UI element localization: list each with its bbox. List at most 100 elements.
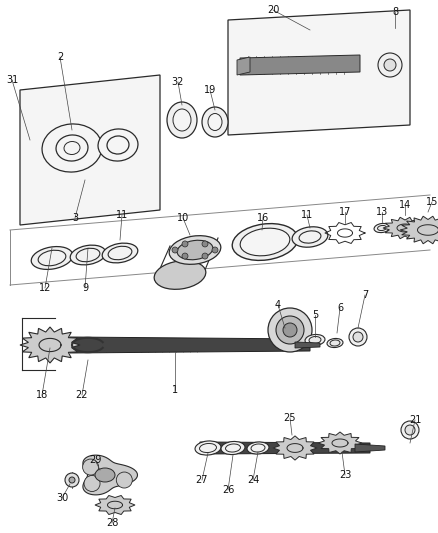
Ellipse shape (98, 129, 138, 161)
Text: 8: 8 (392, 7, 398, 17)
Circle shape (202, 253, 208, 259)
Text: 3: 3 (72, 213, 78, 223)
Text: 1: 1 (172, 385, 178, 395)
Ellipse shape (173, 109, 191, 131)
Text: 26: 26 (222, 485, 234, 495)
Text: 19: 19 (204, 85, 216, 95)
Ellipse shape (327, 338, 343, 348)
Polygon shape (383, 217, 427, 239)
Ellipse shape (177, 240, 213, 260)
Circle shape (405, 425, 415, 435)
Ellipse shape (31, 247, 73, 269)
Text: 11: 11 (116, 210, 128, 220)
Circle shape (83, 459, 99, 475)
Circle shape (401, 421, 419, 439)
Circle shape (202, 241, 208, 247)
Ellipse shape (232, 223, 298, 261)
Ellipse shape (169, 236, 221, 264)
Text: 14: 14 (399, 200, 411, 210)
Circle shape (172, 247, 178, 253)
Ellipse shape (378, 225, 386, 231)
Circle shape (117, 472, 132, 488)
Polygon shape (318, 432, 362, 454)
Polygon shape (70, 337, 310, 353)
Circle shape (69, 477, 75, 483)
Polygon shape (240, 55, 360, 75)
Ellipse shape (195, 441, 221, 455)
Polygon shape (273, 436, 317, 460)
Polygon shape (20, 75, 160, 225)
Ellipse shape (226, 444, 240, 452)
Text: 20: 20 (267, 5, 279, 15)
Polygon shape (355, 444, 385, 452)
Text: 18: 18 (36, 390, 48, 400)
Text: 30: 30 (56, 493, 68, 503)
Text: 12: 12 (39, 283, 51, 293)
Ellipse shape (208, 114, 222, 131)
Text: 17: 17 (339, 207, 351, 217)
Ellipse shape (292, 227, 328, 247)
Polygon shape (83, 455, 138, 495)
Circle shape (268, 308, 312, 352)
Ellipse shape (309, 336, 321, 344)
Text: 5: 5 (312, 310, 318, 320)
Text: 24: 24 (247, 475, 259, 485)
Ellipse shape (247, 442, 269, 454)
Text: 6: 6 (337, 303, 343, 313)
Ellipse shape (330, 340, 340, 346)
Ellipse shape (374, 223, 390, 232)
Text: 27: 27 (196, 475, 208, 485)
Text: 15: 15 (426, 197, 438, 207)
Ellipse shape (154, 261, 206, 289)
Ellipse shape (56, 135, 88, 161)
Circle shape (182, 241, 188, 247)
Ellipse shape (299, 231, 321, 243)
Text: 22: 22 (76, 390, 88, 400)
Ellipse shape (167, 102, 197, 138)
Text: 16: 16 (257, 213, 269, 223)
Text: 2: 2 (57, 52, 63, 62)
Circle shape (378, 53, 402, 77)
Ellipse shape (251, 444, 265, 452)
Text: 10: 10 (177, 213, 189, 223)
Polygon shape (95, 496, 135, 514)
Circle shape (276, 316, 304, 344)
Text: 13: 13 (376, 207, 388, 217)
Circle shape (212, 247, 218, 253)
Circle shape (283, 323, 297, 337)
Polygon shape (237, 57, 250, 75)
Ellipse shape (108, 246, 132, 260)
Ellipse shape (76, 248, 100, 262)
Ellipse shape (202, 107, 228, 137)
Ellipse shape (200, 443, 216, 453)
Polygon shape (295, 342, 320, 348)
Text: 25: 25 (284, 413, 296, 423)
Text: 21: 21 (409, 415, 421, 425)
Polygon shape (200, 442, 370, 454)
Polygon shape (228, 10, 410, 135)
Text: 31: 31 (6, 75, 18, 85)
Ellipse shape (70, 245, 106, 265)
Ellipse shape (305, 334, 325, 345)
Ellipse shape (107, 136, 129, 154)
Text: 11: 11 (301, 210, 313, 220)
Polygon shape (400, 216, 438, 244)
Text: 28: 28 (106, 518, 118, 528)
Ellipse shape (102, 243, 138, 263)
Text: 29: 29 (89, 455, 101, 465)
Circle shape (353, 332, 363, 342)
Text: 9: 9 (82, 283, 88, 293)
Circle shape (84, 475, 100, 491)
Ellipse shape (42, 124, 102, 172)
Circle shape (384, 59, 396, 71)
Polygon shape (20, 327, 80, 363)
Text: 23: 23 (339, 470, 351, 480)
Ellipse shape (38, 250, 66, 266)
Circle shape (182, 253, 188, 259)
Text: 32: 32 (172, 77, 184, 87)
Ellipse shape (95, 468, 115, 482)
Ellipse shape (221, 441, 245, 455)
Text: 7: 7 (362, 290, 368, 300)
Text: 4: 4 (275, 300, 281, 310)
Ellipse shape (240, 228, 290, 256)
